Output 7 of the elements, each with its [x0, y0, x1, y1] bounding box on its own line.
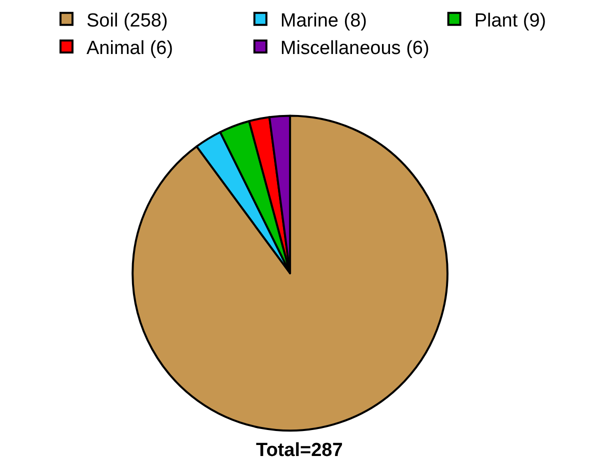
- legend-label: Soil (258): [86, 10, 168, 32]
- pie-slice: [132, 114, 448, 432]
- legend-label: Animal (6): [86, 38, 174, 59]
- legend-label: Marine (8): [280, 10, 367, 32]
- text: Total=287: [256, 440, 343, 461]
- legend-label: Miscellaneous (6): [280, 38, 430, 59]
- legend-label: Plant (9): [474, 10, 546, 32]
